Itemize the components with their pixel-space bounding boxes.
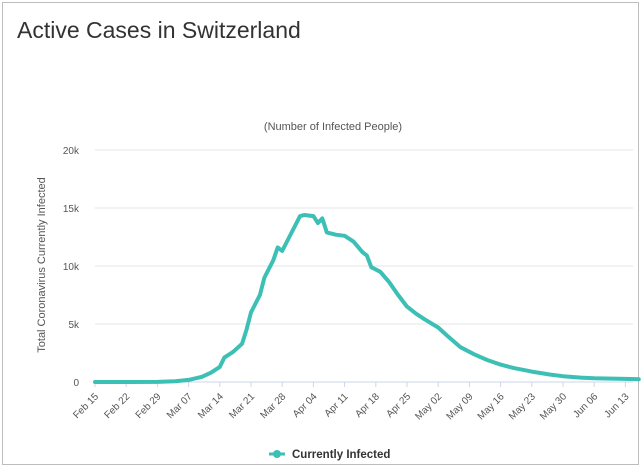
x-tick-label: May 30 — [538, 391, 569, 422]
y-axis-label: Total Coronavirus Currently Infected — [36, 177, 48, 352]
x-tick-label: Apr 25 — [385, 391, 414, 420]
gridlines — [95, 149, 633, 383]
x-tick-label: May 09 — [445, 391, 476, 422]
y-tick-label: 20k — [63, 146, 80, 157]
x-tick-label: Apr 18 — [353, 391, 382, 420]
x-tick-label: Apr 11 — [323, 391, 351, 419]
x-tick-label: Mar 21 — [227, 391, 257, 421]
x-tick-label: May 23 — [507, 391, 538, 422]
y-axis-ticks: 0 5k 10k 15k 20k — [63, 146, 80, 389]
legend-marker — [273, 450, 281, 458]
y-tick-label: 10k — [63, 262, 80, 273]
chart-subtitle: (Number of Infected People) — [264, 121, 402, 133]
x-tick-label: Feb 22 — [103, 391, 133, 421]
x-tick-label: Jun 13 — [603, 391, 632, 420]
legend[interactable]: Currently Infected — [269, 449, 390, 461]
x-tick-label: Jun 06 — [571, 391, 600, 420]
x-tick-label: Feb 29 — [134, 391, 164, 421]
series-line-currently-infected[interactable] — [93, 213, 641, 384]
x-tick-label: Apr 04 — [291, 391, 320, 420]
legend-label: Currently Infected — [292, 449, 390, 461]
x-tick-label: May 16 — [476, 391, 507, 422]
x-tick-label: Mar 14 — [196, 391, 226, 421]
x-tick-label: Mar 07 — [165, 391, 195, 421]
x-axis-ticks: Feb 15 Feb 22 Feb 29 Mar 07 Mar 14 Mar 21 Mar … — [71, 382, 632, 422]
x-tick-label: Mar 28 — [259, 391, 289, 421]
series-layer — [93, 213, 641, 384]
x-tick-label: May 02 — [413, 391, 444, 422]
x-tick-label: Feb 15 — [71, 391, 101, 421]
y-tick-label: 5k — [68, 320, 80, 331]
y-tick-label: 0 — [73, 378, 79, 389]
y-tick-label: 15k — [63, 204, 80, 215]
page-title: Active Cases in Switzerland — [17, 17, 301, 43]
